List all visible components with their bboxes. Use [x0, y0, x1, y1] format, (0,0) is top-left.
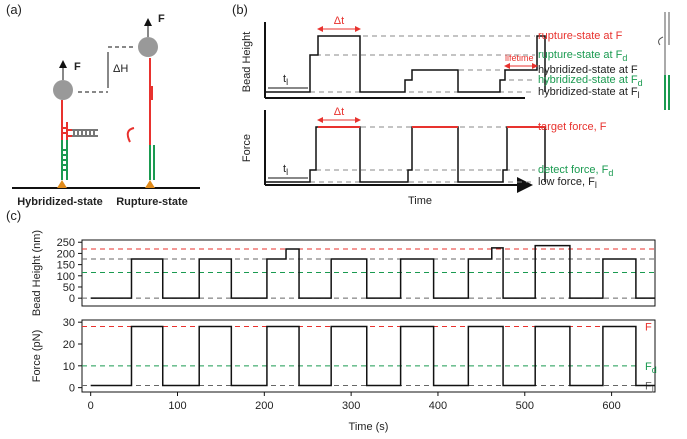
- dt-label: Δt: [334, 15, 344, 27]
- x-tick-label: 300: [342, 400, 360, 412]
- delta-h: ΔH: [113, 63, 128, 75]
- plot-frame: [81, 239, 656, 307]
- lifetime-label: lifetime: [505, 53, 534, 63]
- x-tick-label: 500: [516, 400, 534, 412]
- y-axis-label: Bead Height (nm): [31, 230, 43, 316]
- inset-stem: [664, 75, 670, 110]
- sub: d: [622, 53, 627, 63]
- plot-frame: [81, 319, 656, 393]
- level-label: target force, F: [538, 121, 607, 133]
- t: t: [283, 163, 286, 175]
- level-label: detect force, Fd: [538, 164, 613, 178]
- y-tick-label: 0: [69, 293, 75, 305]
- released: [126, 127, 135, 143]
- force-label: F: [74, 61, 81, 73]
- bead: [53, 80, 73, 100]
- anchors: [57, 180, 155, 188]
- y-tick-label: 30: [63, 317, 75, 329]
- axes: [264, 22, 525, 185]
- x-axis-label: Time (s): [349, 421, 389, 433]
- t: t: [283, 73, 286, 85]
- text: rupture-state at F: [538, 30, 623, 42]
- panel-label: (b): [232, 2, 248, 17]
- x-tick-label: 400: [429, 400, 447, 412]
- tl-label: tl: [283, 163, 288, 177]
- reference-label: F: [645, 322, 652, 334]
- sub: d: [608, 168, 613, 178]
- hybrid-stem: [61, 140, 68, 180]
- y-tick-label: 100: [57, 271, 75, 283]
- y-tick-label: 250: [57, 237, 75, 249]
- reference-label: Fl: [645, 380, 654, 394]
- bead: [138, 37, 158, 57]
- text: hybridized-state at F: [538, 86, 638, 98]
- y-tick-label: 200: [57, 248, 75, 260]
- x-tick-label: 100: [168, 400, 186, 412]
- level-label: rupture-state at F: [538, 30, 623, 42]
- sub: l: [286, 167, 288, 177]
- sub: d: [638, 78, 643, 88]
- text: F: [645, 380, 652, 392]
- trace: [90, 244, 655, 299]
- sub: l: [638, 90, 640, 100]
- text: target force, F: [538, 121, 607, 133]
- dt-label: Δt: [334, 106, 344, 118]
- height-sketch: [265, 35, 546, 93]
- panel-label: (a): [6, 2, 22, 17]
- inset: [658, 12, 670, 110]
- hairpin-stem: [72, 129, 98, 137]
- axis-label: Force: [241, 134, 253, 162]
- axis-label: Time: [408, 195, 432, 207]
- level-guides: [265, 126, 535, 183]
- height-guides: [78, 46, 135, 93]
- level-label: hybridized-state at F: [538, 64, 638, 76]
- sub: l: [286, 77, 288, 87]
- y-tick-label: 20: [63, 339, 75, 351]
- force-sketch: [265, 126, 546, 183]
- state-label: Hybridized-state: [17, 196, 103, 208]
- text: hybridized-state at F: [538, 74, 638, 86]
- y-tick-label: 150: [57, 260, 75, 272]
- sub: l: [595, 180, 597, 190]
- reference-label: Fd: [645, 361, 657, 375]
- y-axis-label: Force (pN): [31, 330, 43, 383]
- text: F: [645, 361, 652, 373]
- axis-label: Bead Height: [241, 32, 253, 93]
- trace: [90, 325, 655, 387]
- level-label: rupture-state at Fd: [538, 49, 627, 63]
- text: rupture-state at F: [538, 49, 623, 61]
- tl-label: tl: [283, 73, 288, 87]
- rupture-stem: [149, 145, 155, 180]
- level-label: hybridized-state at Fl: [538, 86, 640, 100]
- level-label: low force, Fl: [538, 176, 597, 190]
- y-tick-label: 0: [69, 383, 75, 395]
- panel-c: (c) Bead Height (nm) 050100150200250Force…: [6, 208, 657, 433]
- panel-b: (b) Bead Height Force Time Δt Δt tl tl l…: [232, 2, 670, 207]
- force-label: F: [158, 13, 165, 25]
- panel-label: (c): [6, 208, 21, 223]
- level-guides: [265, 35, 535, 93]
- text: detect force, F: [538, 164, 609, 176]
- hairpin: [61, 100, 98, 140]
- y-tick-label: 50: [63, 282, 75, 294]
- level-label: hybridized-state at Fd: [538, 74, 643, 88]
- state-label: Rupture-state: [116, 196, 188, 208]
- sub: d: [652, 365, 657, 375]
- text: hybridized-state at F: [538, 64, 638, 76]
- sub: l: [652, 384, 654, 394]
- text: low force, F: [538, 176, 595, 188]
- rupture-strand: [149, 58, 153, 145]
- y-tick-label: 10: [63, 361, 75, 373]
- x-tick-label: 0: [88, 400, 94, 412]
- x-tick-label: 600: [602, 400, 620, 412]
- panel-a: (a) F F ΔH Hybridized-state Rupture-stat…: [6, 2, 200, 208]
- x-tick-label: 200: [255, 400, 273, 412]
- text: F: [645, 322, 652, 334]
